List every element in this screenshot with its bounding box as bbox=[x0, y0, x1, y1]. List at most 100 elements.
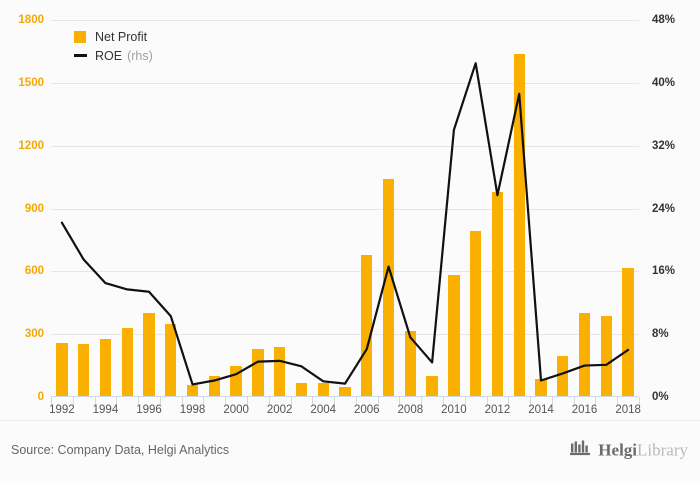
x-axis-tick-label: 2016 bbox=[571, 404, 598, 416]
y-axis-left-tick-label: 600 bbox=[24, 265, 44, 278]
bar[interactable] bbox=[622, 267, 634, 397]
bar[interactable] bbox=[361, 255, 373, 397]
x-axis-tick-label: 2010 bbox=[441, 404, 467, 416]
bar[interactable] bbox=[208, 376, 220, 397]
legend-sublabel-roe: (rhs) bbox=[127, 48, 153, 63]
bar[interactable] bbox=[578, 313, 591, 397]
brand-logo[interactable]: HelgiLibrary bbox=[570, 439, 688, 462]
bar[interactable] bbox=[252, 349, 264, 397]
x-tick bbox=[595, 397, 597, 405]
x-tick bbox=[312, 397, 314, 405]
gridline bbox=[51, 334, 639, 336]
bar[interactable] bbox=[535, 379, 547, 397]
gridline bbox=[51, 145, 639, 147]
y-axis-left-tick-label: 1800 bbox=[18, 14, 44, 26]
legend-label-net-profit: Net Profit bbox=[95, 29, 148, 44]
x-tick bbox=[138, 397, 140, 405]
bar[interactable] bbox=[274, 346, 286, 397]
bar[interactable] bbox=[295, 382, 308, 397]
x-tick bbox=[486, 397, 488, 405]
bar[interactable] bbox=[121, 327, 133, 397]
legend-item-net-profit[interactable]: Net Profit bbox=[74, 27, 153, 46]
brand-name-primary: Helgi bbox=[598, 440, 638, 459]
gridline bbox=[51, 20, 639, 21]
bar[interactable] bbox=[491, 192, 504, 397]
plot-area bbox=[51, 20, 639, 397]
legend-line-icon bbox=[74, 54, 87, 57]
y-axis-right-tick-label: 40% bbox=[652, 76, 676, 89]
y-axis-left-tick-label: 1200 bbox=[18, 139, 44, 152]
x-tick bbox=[51, 397, 52, 405]
x-tick bbox=[334, 397, 336, 405]
x-tick bbox=[617, 397, 619, 405]
bar[interactable] bbox=[426, 376, 438, 397]
y-axis-left-tick-label: 300 bbox=[24, 328, 44, 341]
x-tick bbox=[464, 397, 466, 405]
x-tick bbox=[268, 397, 270, 405]
x-tick bbox=[181, 397, 183, 405]
x-axis-tick-label: 1996 bbox=[136, 404, 162, 416]
x-axis-tick-label: 1994 bbox=[92, 404, 119, 416]
x-tick bbox=[225, 397, 227, 405]
y-axis-left-tick-label: 900 bbox=[24, 202, 44, 215]
bar[interactable] bbox=[404, 331, 416, 397]
bar[interactable] bbox=[382, 178, 395, 397]
x-axis-tick-label: 2006 bbox=[353, 404, 380, 416]
y-axis-right-tick-label: 0% bbox=[652, 391, 669, 403]
chart-legend: Net Profit ROE (rhs) bbox=[74, 27, 153, 65]
x-tick bbox=[355, 397, 357, 405]
x-axis-tick-label: 2002 bbox=[266, 404, 293, 416]
library-building-icon bbox=[570, 439, 592, 462]
x-axis-tick-label: 2008 bbox=[397, 404, 424, 416]
x-axis-tick-label: 2000 bbox=[223, 404, 249, 416]
bar[interactable] bbox=[143, 313, 155, 397]
x-tick bbox=[530, 397, 532, 405]
legend-swatch-icon bbox=[74, 30, 86, 43]
x-axis-tick-label: 1992 bbox=[49, 404, 75, 416]
bar[interactable] bbox=[513, 53, 525, 397]
x-tick bbox=[573, 397, 575, 405]
bar[interactable] bbox=[470, 231, 482, 397]
x-axis-tick-label: 2012 bbox=[484, 404, 511, 416]
bar[interactable] bbox=[186, 384, 199, 397]
bar[interactable] bbox=[56, 343, 68, 397]
x-tick bbox=[159, 397, 161, 405]
legend-label-roe: ROE bbox=[95, 48, 123, 63]
bar[interactable] bbox=[99, 339, 112, 397]
x-tick bbox=[399, 397, 401, 405]
y-axis-left-tick-label: 1500 bbox=[18, 76, 44, 89]
legend-item-roe[interactable]: ROE (rhs) bbox=[74, 46, 153, 65]
bar[interactable] bbox=[600, 315, 612, 397]
gridline bbox=[51, 82, 639, 84]
bar[interactable] bbox=[230, 366, 242, 397]
y-axis-right-tick-label: 48% bbox=[652, 14, 676, 26]
gridline bbox=[51, 271, 639, 273]
x-axis-tick-label: 2004 bbox=[310, 404, 337, 416]
y-axis-right-tick-label: 24% bbox=[652, 202, 676, 215]
bar[interactable] bbox=[448, 274, 460, 397]
y-axis-right-tick-label: 8% bbox=[652, 328, 669, 341]
y-axis-right-tick-label: 32% bbox=[652, 139, 676, 152]
bar[interactable] bbox=[339, 386, 351, 397]
x-tick bbox=[116, 397, 118, 405]
x-axis-ticks bbox=[51, 397, 640, 405]
y-axis-left-tick-label: 0 bbox=[37, 391, 44, 403]
x-tick bbox=[247, 397, 248, 405]
x-tick bbox=[421, 397, 423, 405]
x-tick bbox=[290, 397, 292, 405]
x-axis-tick-label: 1998 bbox=[179, 404, 206, 416]
bar[interactable] bbox=[317, 382, 329, 397]
axis-baseline bbox=[51, 396, 639, 397]
bar[interactable] bbox=[557, 355, 569, 397]
bar[interactable] bbox=[165, 323, 177, 397]
x-axis-tick-label: 2014 bbox=[528, 404, 554, 416]
x-tick bbox=[203, 397, 205, 405]
x-tick bbox=[551, 397, 553, 405]
x-tick bbox=[94, 397, 96, 405]
brand-name-secondary: Library bbox=[637, 440, 688, 459]
x-tick bbox=[443, 397, 444, 405]
x-tick bbox=[639, 397, 640, 405]
bar[interactable] bbox=[78, 343, 90, 397]
x-axis-tick-label: 2018 bbox=[615, 404, 641, 416]
